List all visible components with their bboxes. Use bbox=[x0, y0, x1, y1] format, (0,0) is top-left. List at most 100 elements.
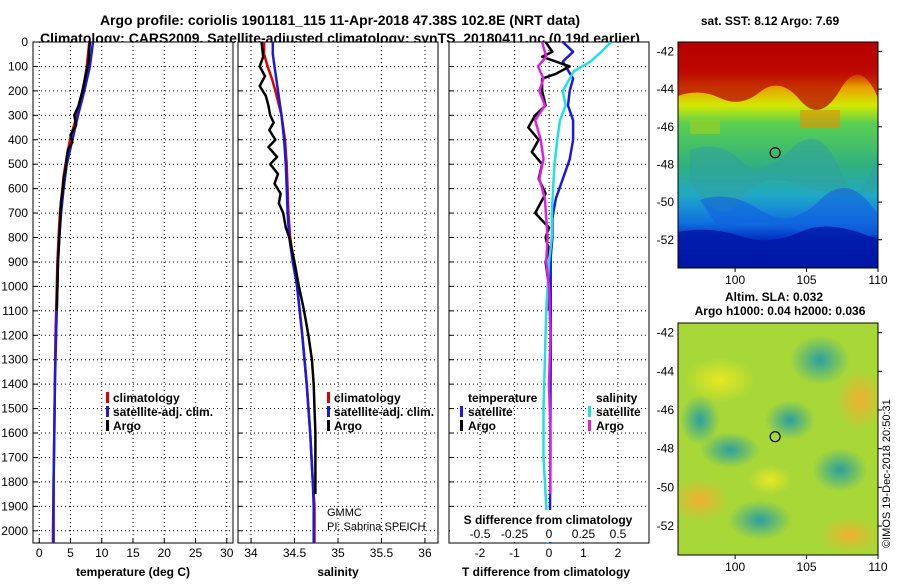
depth-tick-label: 700 bbox=[8, 206, 28, 220]
legend-label-t-argo: Argo bbox=[468, 419, 496, 433]
legend-swatch-argo bbox=[327, 420, 330, 431]
depth-tick-label: 1100 bbox=[2, 304, 28, 318]
difference-legend-temperature: temperature satellite Argo bbox=[460, 391, 538, 433]
s-tick-label: -0.5 bbox=[470, 527, 491, 541]
x-tick-label: 0 bbox=[546, 546, 553, 560]
depth-tick-label: 1300 bbox=[1, 353, 28, 367]
depth-tick-label: 800 bbox=[8, 231, 28, 245]
timestamp: ©IMOS 19-Dec-2018 20:50:31 bbox=[881, 399, 893, 548]
sla-map-ticks: 100 105 110 -42 -44 -46 -48 -50 -52 bbox=[657, 326, 888, 574]
map-y-tick-label: -46 bbox=[657, 120, 675, 134]
x-tick-label: -2 bbox=[475, 546, 486, 560]
depth-tick-label: 1500 bbox=[1, 402, 28, 416]
map-x-tick-label: 105 bbox=[797, 560, 817, 574]
series-line-argo bbox=[258, 42, 317, 495]
x-tick-label: 10 bbox=[95, 546, 109, 560]
sla-map-panel: Altim. SLA: 0.032 Argo h1000: 0.04 h2000… bbox=[657, 290, 888, 574]
sla-map-subtitle: Argo h1000: 0.04 h2000: 0.036 bbox=[695, 304, 866, 318]
temperature-legend: climatology satellite-adj. clim. Argo bbox=[106, 391, 213, 433]
legend-label-argo: Argo bbox=[113, 419, 141, 433]
legend-label-t-satellite: satellite bbox=[468, 405, 513, 419]
salinity-grid bbox=[238, 41, 438, 543]
depth-tick-label: 200 bbox=[8, 84, 28, 98]
sla-map-title: Altim. SLA: 0.032 bbox=[725, 290, 823, 304]
depth-tick-label: 1700 bbox=[1, 450, 28, 464]
map-y-tick-label: -44 bbox=[657, 82, 675, 96]
x-tick-label: 5 bbox=[67, 546, 74, 560]
legend-swatch-s-satellite bbox=[588, 406, 591, 417]
depth-tick-label: 1900 bbox=[1, 499, 28, 513]
x-tick-label: 15 bbox=[126, 546, 140, 560]
temperature-panel: 0 5 10 15 20 25 30 temperature (deg C) climato… bbox=[32, 41, 234, 579]
depth-tick-label: 0 bbox=[21, 35, 28, 49]
depth-tick-label: 2000 bbox=[1, 524, 28, 538]
sst-map-title: sat. SST: 8.12 Argo: 7.69 bbox=[701, 14, 840, 28]
x-tick-label: 25 bbox=[189, 546, 203, 560]
map-x-tick-label: 110 bbox=[868, 560, 887, 574]
x-tick-label: 34.5 bbox=[283, 546, 307, 560]
salinity-frame bbox=[237, 41, 439, 544]
sst-map-frame bbox=[677, 41, 879, 269]
x-tick-label: 0 bbox=[36, 546, 43, 560]
legend-title-salinity: salinity bbox=[596, 391, 638, 405]
depth-tick-label: 1400 bbox=[1, 377, 28, 391]
map-y-tick-label: -52 bbox=[657, 233, 675, 247]
difference-panel: -2 -1 0 1 2 S difference from climatology -0… bbox=[448, 41, 650, 579]
depth-tick-label: 1600 bbox=[1, 426, 28, 440]
legend-swatch-climatology bbox=[106, 392, 109, 403]
map-x-tick-label: 100 bbox=[725, 560, 745, 574]
legend-swatch-t-argo bbox=[460, 420, 463, 431]
salinity-lines bbox=[258, 42, 317, 543]
map-y-tick-label: -48 bbox=[657, 157, 675, 171]
salinity-x-label: salinity bbox=[317, 565, 359, 579]
series-line-s-argo bbox=[533, 42, 552, 495]
map-y-tick-label: -50 bbox=[657, 195, 675, 209]
depth-tick-label: 400 bbox=[8, 133, 28, 147]
map-y-tick-label: -50 bbox=[657, 480, 675, 494]
sst-map-ticks: 100 105 110 -42 -44 -46 -48 -50 -52 bbox=[657, 44, 888, 287]
x-tick-label: 1 bbox=[580, 546, 587, 560]
temperature-frame bbox=[32, 41, 234, 544]
x-tick-label: -1 bbox=[509, 546, 520, 560]
legend-label-argo: Argo bbox=[334, 419, 362, 433]
depth-tick-label: 1800 bbox=[1, 475, 28, 489]
legend-swatch-satellite bbox=[106, 406, 109, 417]
series-line-argo bbox=[55, 42, 92, 311]
x-tick-label: 20 bbox=[158, 546, 172, 560]
salinity-panel: 34 34.5 35 35.5 36 salinity climatology sate… bbox=[237, 41, 439, 579]
s-tick-label: 0.25 bbox=[572, 527, 596, 541]
difference-legend-salinity: salinity satellite Argo bbox=[588, 391, 641, 433]
sla-map-frame bbox=[677, 322, 879, 556]
temperature-x-label: temperature (deg C) bbox=[76, 565, 190, 579]
s-tick-label: -0.25 bbox=[501, 527, 529, 541]
salinity-x-ticks: 34 34.5 35 35.5 36 bbox=[244, 538, 432, 560]
legend-label-s-argo: Argo bbox=[596, 419, 624, 433]
series-line-s-satellite bbox=[542, 42, 612, 543]
map-y-tick-label: -46 bbox=[657, 403, 675, 417]
secondary-axis-box bbox=[450, 510, 648, 542]
temperature-grid bbox=[33, 41, 233, 543]
depth-tick-label: 500 bbox=[8, 157, 28, 171]
legend-swatch-t-satellite bbox=[460, 406, 463, 417]
depth-tick-label: 1000 bbox=[1, 279, 28, 293]
legend-label-climatology: climatology bbox=[334, 391, 401, 405]
x-tick-label: 30 bbox=[220, 546, 234, 560]
map-y-tick-label: -42 bbox=[657, 44, 675, 58]
map-y-tick-label: -52 bbox=[657, 519, 675, 533]
legend-label-satellite: satellite-adj. clim. bbox=[334, 405, 434, 419]
x-tick-label: 35 bbox=[331, 546, 345, 560]
legend-swatch-satellite bbox=[327, 406, 330, 417]
sst-map-image bbox=[678, 42, 878, 268]
s-difference-label: S difference from climatology bbox=[464, 513, 633, 527]
temperature-x-ticks: 0 5 10 15 20 25 30 bbox=[36, 538, 234, 560]
depth-tick-label: 600 bbox=[8, 182, 28, 196]
depth-tick-label: 100 bbox=[8, 59, 28, 73]
legend-label-satellite: satellite-adj. clim. bbox=[113, 405, 213, 419]
sla-map-image bbox=[678, 323, 878, 555]
legend-label-s-satellite: satellite bbox=[596, 405, 641, 419]
map-x-tick-label: 105 bbox=[797, 273, 817, 287]
legend-swatch-s-argo bbox=[588, 420, 591, 431]
x-tick-label: 35.5 bbox=[370, 546, 394, 560]
map-x-tick-label: 100 bbox=[725, 273, 745, 287]
